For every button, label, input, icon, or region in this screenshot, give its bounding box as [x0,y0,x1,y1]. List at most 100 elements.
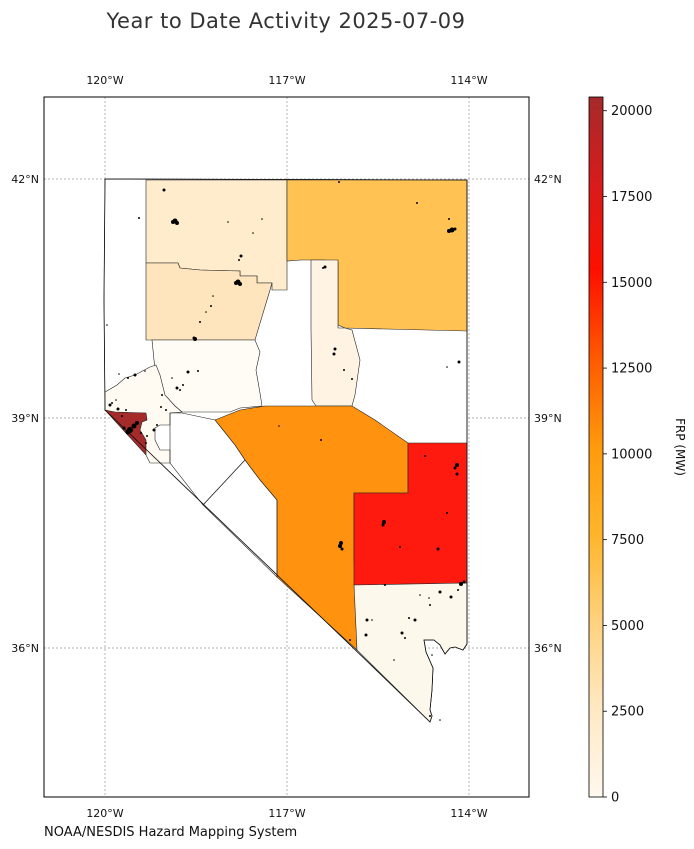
colorbar [588,96,604,798]
fire-detection-point [192,336,196,340]
fire-detection-point [408,617,410,619]
fire-detection-point [131,423,137,429]
lat-tick-left-36: 36°N [11,642,39,655]
fire-detection-point [135,421,139,425]
fire-detection-point [447,229,451,233]
fire-detection-point [371,619,373,621]
fire-detection-point [227,221,229,223]
fire-detection-point [140,432,142,434]
fire-detection-point [210,305,212,307]
fire-detection-point [238,282,242,286]
fire-detection-point [381,523,385,527]
colorbar-tick-label: 12500 [611,362,652,377]
fire-detection-point [175,221,179,225]
fire-detection-point [121,415,123,417]
fire-detection-point [429,604,431,606]
fire-detection-point [459,582,463,586]
fire-detection-point [400,631,404,635]
fire-detection-point [165,409,167,411]
colorbar-ticks: 0 2500 5000 7500 10000 12500 15000 17500 20000 [603,104,652,806]
fire-detection-point [252,232,254,234]
fire-detection-point [205,311,207,313]
fire-detection-point [338,544,342,548]
colorbar-tick-label: 10000 [611,447,652,462]
fire-detection-point [179,389,181,391]
fire-detection-point [462,580,466,584]
colorbar-tick-label: 0 [611,791,619,806]
lon-tick-bottom-117: 117°W [268,807,305,820]
fire-detection-point [453,227,457,231]
fire-detection-point [197,370,199,372]
fire-detection-point [127,377,129,379]
lon-tick-top-114: 114°W [450,74,487,87]
fire-detection-point [323,265,327,269]
fire-detection-point [457,360,461,364]
fire-detection-point [261,218,263,220]
fire-detection-point [448,218,450,220]
fire-detection-point [384,584,386,586]
fire-detection-point [446,512,448,514]
fire-detection-point [182,384,184,386]
fire-detection-point [118,373,120,375]
county-regions [103,178,468,723]
colorbar-tick-label: 15000 [611,276,652,291]
fire-detection-point [333,347,337,351]
fire-detection-point [145,442,147,444]
fire-detection-point [404,637,406,639]
lat-tick-right-42: 42°N [534,173,562,186]
fire-detection-point [449,595,453,599]
fire-detection-point [278,425,280,427]
fire-detection-point [199,321,201,323]
state-outline [103,178,468,723]
fire-detection-point [133,373,137,377]
fire-detection-point [175,386,179,390]
fire-detection-point [428,597,430,599]
lon-tick-top-120: 120°W [86,74,123,87]
fire-detection-point [234,281,238,285]
fire-detection-point [446,366,448,368]
fire-detection-point [144,370,146,372]
lat-tick-right-36: 36°N [534,642,562,655]
fire-detection-point [338,181,340,183]
fire-detection-point [152,428,156,432]
fire-detection-point [382,520,386,524]
fire-detection-point [125,409,127,411]
fire-detection-point [340,547,344,551]
fire-detection-point [138,217,140,219]
fire-detection-point [343,369,345,371]
fire-detection-point [161,394,163,396]
fire-detection-point [424,455,426,457]
fire-detection-point [186,370,190,374]
fire-detection-point [125,429,131,435]
lon-tick-top-117: 117°W [268,74,305,87]
colorbar-tick-label: 7500 [611,533,644,548]
fire-detection-point [115,399,117,401]
colorbar-tick-label: 17500 [611,190,652,205]
fire-detection-point [439,719,441,721]
fire-detection-point [239,254,243,258]
fire-detection-point [212,295,214,297]
fire-detection-point [431,654,433,656]
lon-tick-bottom-120: 120°W [86,807,123,820]
fire-detection-point [393,659,395,661]
fire-detection-point [399,546,401,548]
fire-detection-point [436,547,440,551]
colorbar-tick-label: 20000 [611,104,652,119]
fire-detection-point [332,352,336,356]
fire-detections [106,181,466,721]
region-esmeralda-outline [202,459,278,578]
fire-detection-point [322,267,324,269]
lon-tick-bottom-114: 114°W [450,807,487,820]
colorbar-tick-label: 2500 [611,705,644,720]
fire-detection-point [453,466,457,470]
fire-detection-point [351,378,353,380]
colorbar-label: FRP (MW) [673,418,687,476]
lat-tick-left-39: 39°N [11,412,39,425]
fire-detection-point [171,377,173,379]
lat-tick-left-42: 42°N [11,173,39,186]
fire-detection-point [160,406,162,408]
fire-detection-point [320,439,322,441]
fire-detection-point [416,202,418,204]
fire-detection-point [365,618,369,622]
